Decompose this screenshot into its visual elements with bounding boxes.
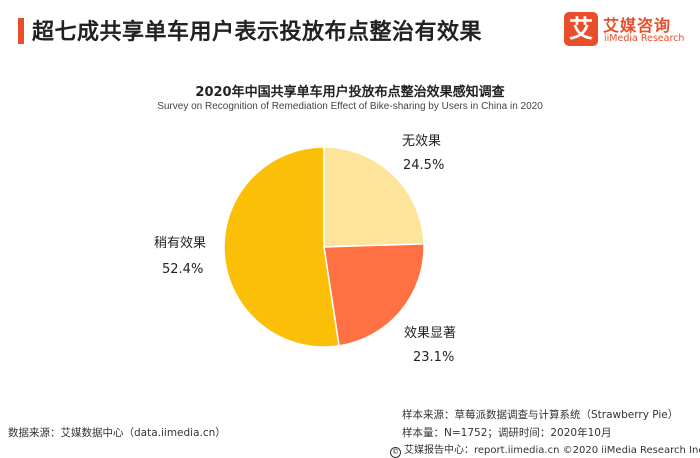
iimedia-logo: 艾 艾媒咨询 iiMedia Research [564, 12, 686, 52]
chart-title: 2020年中国共享单车用户投放布点整治效果感知调查 [195, 85, 505, 100]
slice-pct-no-effect: 24.5% [403, 158, 445, 173]
sample-source: 样本来源：草莓派数据调查与计算系统（Strawberry Pie） [402, 409, 679, 421]
slice-pct-significant: 23.1% [413, 350, 455, 365]
copyright-icon: © [390, 447, 401, 458]
copyright-line: © 艾媒报告中心：report.iimedia.cn ©2020 iiMedia … [390, 441, 700, 458]
slice-label-no-effect: 无效果 [402, 134, 442, 149]
pie-slice-significant [323, 243, 425, 347]
chart-subtitle: Survey on Recognition of Remediation Eff… [157, 101, 543, 112]
slice-pct-slight: 52.4% [162, 262, 204, 277]
sample-info: 样本量：N=1752；调研时间：2020年10月 [402, 427, 612, 439]
logo-name-en: iiMedia Research [604, 33, 685, 44]
data-source: 数据来源：艾媒数据中心（data.iimedia.cn） [8, 427, 226, 439]
slice-label-significant: 效果显著 [404, 326, 457, 341]
slice-label-slight: 稍有效果 [154, 236, 207, 251]
page-headline: 超七成共享单车用户表示投放布点整治有效果 [32, 20, 483, 45]
copyright-text: 艾媒报告中心：report.iimedia.cn ©2020 iiMedia R… [404, 445, 700, 456]
logo-badge-icon: 艾 [564, 12, 598, 46]
pie-slice-slight [223, 146, 340, 348]
headline-accent-bar [18, 18, 24, 44]
pie-slice-no-effect [323, 146, 425, 248]
logo-name-cn: 艾媒咨询 [603, 16, 672, 35]
